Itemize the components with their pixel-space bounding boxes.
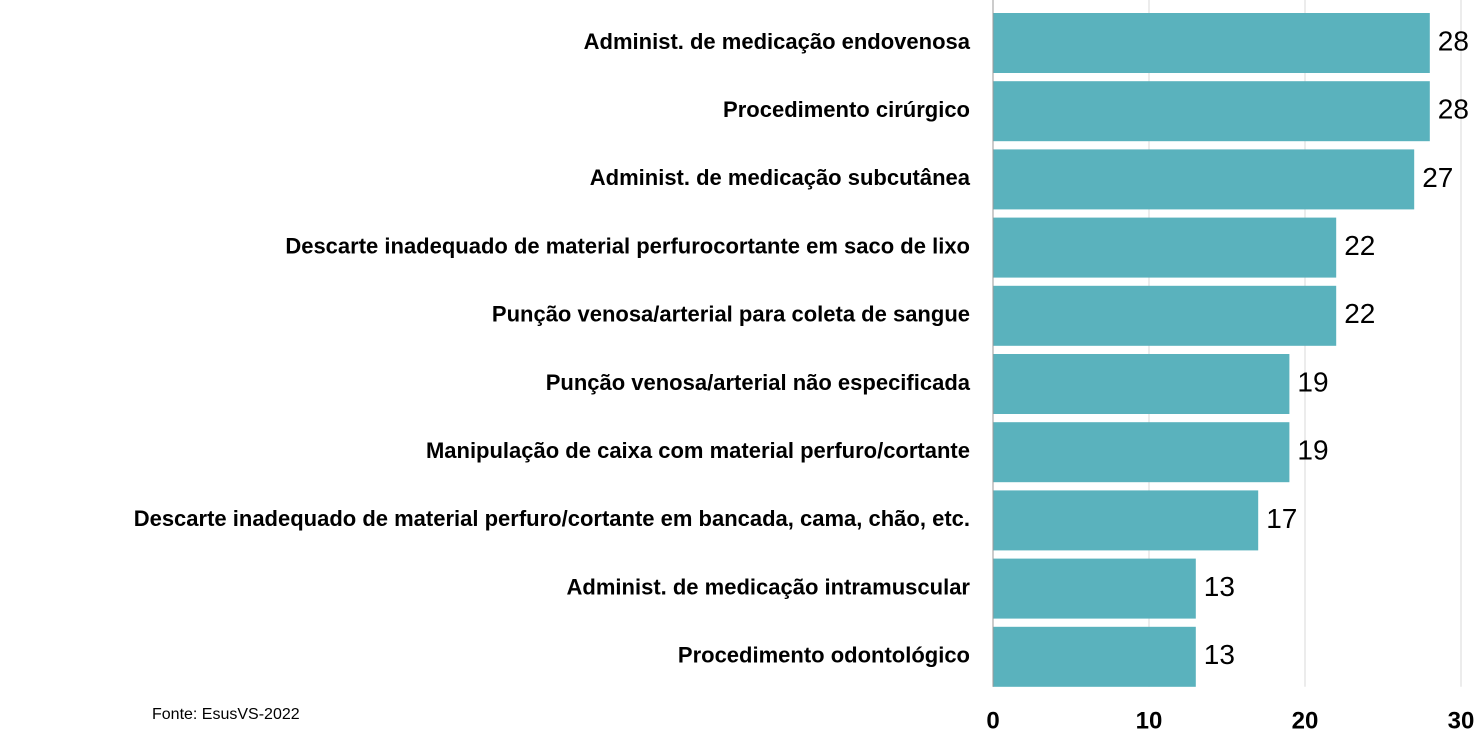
value-label: 17 — [1266, 503, 1297, 534]
x-tick-label: 10 — [1136, 707, 1163, 734]
bar — [993, 558, 1196, 619]
bar — [993, 149, 1415, 210]
bar — [993, 13, 1430, 73]
x-tick-label: 20 — [1292, 707, 1319, 734]
bar — [993, 217, 1337, 278]
category-label: Procedimento odontológico — [678, 643, 970, 668]
category-label: Descarte inadequado de material perfuroc… — [285, 233, 970, 258]
value-label: 28 — [1438, 25, 1469, 56]
category-label: Administ. de medicação intramuscular — [567, 574, 971, 599]
category-label: Punção venosa/arterial não especificada — [546, 370, 971, 395]
category-label: Manipulação de caixa com material perfur… — [426, 438, 970, 463]
bar — [993, 422, 1290, 483]
value-label: 22 — [1344, 230, 1375, 261]
value-label: 28 — [1438, 94, 1469, 125]
value-label: 13 — [1204, 571, 1235, 602]
x-tick-label: 0 — [986, 707, 999, 734]
value-label: 19 — [1297, 435, 1328, 466]
bar — [993, 354, 1290, 414]
source-note: Fonte: EsusVS-2022 — [152, 706, 300, 723]
value-label: 22 — [1344, 298, 1375, 329]
bar — [993, 81, 1430, 142]
category-label: Procedimento cirúrgico — [723, 97, 970, 122]
value-label: 13 — [1204, 639, 1235, 670]
category-label: Punção venosa/arterial para coleta de sa… — [492, 302, 970, 327]
category-label: Administ. de medicação endovenosa — [584, 29, 971, 54]
category-label: Administ. de medicação subcutânea — [590, 165, 971, 190]
bar — [993, 626, 1196, 687]
bar — [993, 285, 1337, 346]
x-tick-label: 30 — [1448, 707, 1475, 734]
bar — [993, 490, 1259, 551]
value-label: 27 — [1422, 162, 1453, 193]
category-label: Descarte inadequado de material perfuro/… — [134, 506, 970, 531]
value-label: 19 — [1297, 366, 1328, 397]
